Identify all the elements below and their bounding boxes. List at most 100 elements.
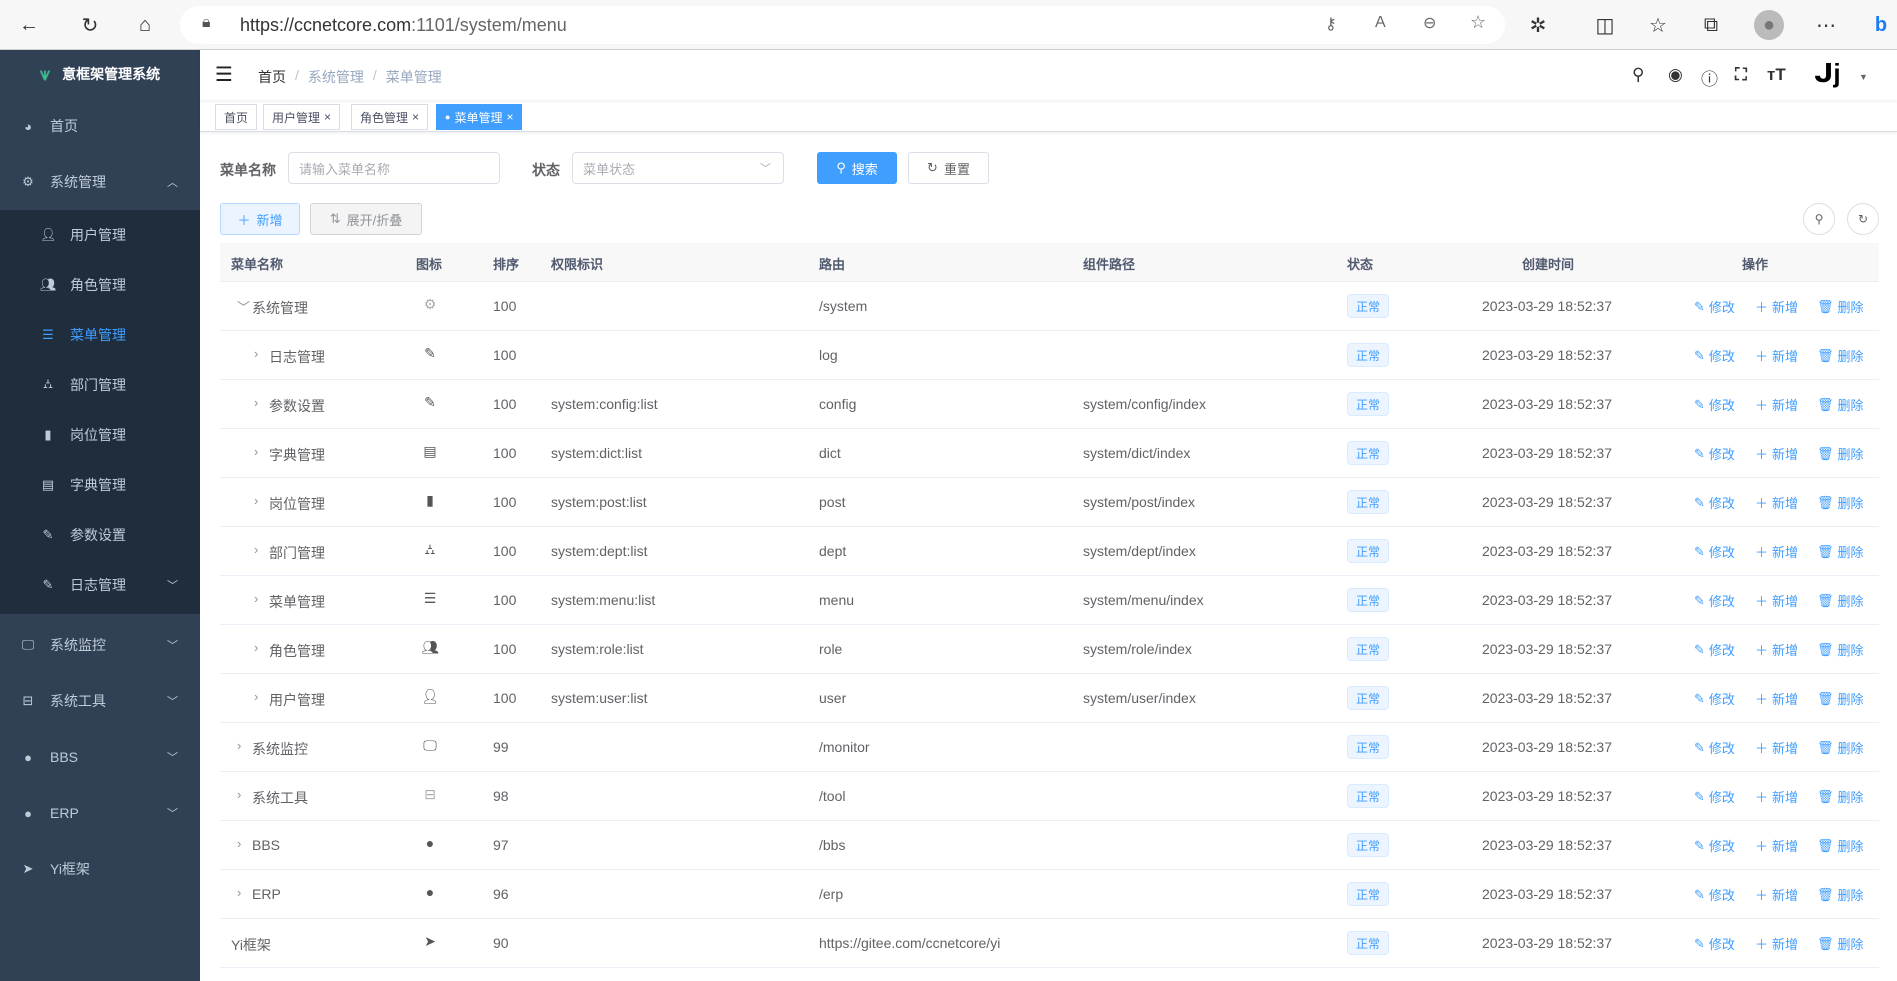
edit-button[interactable]: ✎ 修改 bbox=[1694, 493, 1735, 512]
search-icon[interactable]: ⚲ bbox=[1632, 65, 1645, 84]
sidebar-item-system[interactable]: ⚙ 系统管理 ︿ bbox=[0, 154, 200, 210]
delete-button[interactable]: 🗑︎ 删除 bbox=[1817, 885, 1864, 904]
github-icon[interactable]: ◉ bbox=[1668, 65, 1683, 84]
delete-button[interactable]: 🗑︎ 删除 bbox=[1817, 689, 1864, 708]
status-select[interactable]: 菜单状态 ﹀ bbox=[572, 152, 784, 184]
delete-button[interactable]: 🗑︎ 删除 bbox=[1817, 640, 1864, 659]
add-child-button[interactable]: ＋新增 bbox=[1755, 836, 1798, 855]
close-icon[interactable]: × bbox=[412, 110, 420, 124]
delete-button[interactable]: 🗑︎ 删除 bbox=[1817, 346, 1864, 365]
reload-icon[interactable]: ↻ bbox=[81, 14, 99, 37]
chevron-right-icon[interactable]: › bbox=[237, 738, 242, 753]
add-child-button[interactable]: ＋新增 bbox=[1755, 297, 1798, 316]
delete-button[interactable]: 🗑︎ 删除 bbox=[1817, 787, 1864, 806]
toggle-search-button[interactable]: ⚲ bbox=[1803, 203, 1835, 235]
edit-button[interactable]: ✎ 修改 bbox=[1694, 640, 1735, 659]
add-child-button[interactable]: ＋新增 bbox=[1755, 542, 1798, 561]
more-icon[interactable]: ⋯ bbox=[1816, 14, 1836, 37]
add-child-button[interactable]: ＋新增 bbox=[1755, 493, 1798, 512]
edit-button[interactable]: ✎ 修改 bbox=[1694, 444, 1735, 463]
favorites-icon[interactable]: ☆ bbox=[1649, 14, 1667, 37]
sidebar-item-roles[interactable]: 👥︎ 角色管理 bbox=[0, 260, 200, 310]
close-icon[interactable]: × bbox=[324, 110, 332, 124]
sidebar-item-depts[interactable]: ⛼ 部门管理 bbox=[0, 360, 200, 410]
collections-icon[interactable]: ⧉ bbox=[1703, 13, 1719, 36]
extensions-icon[interactable]: ✲ bbox=[1529, 14, 1547, 37]
profile-avatar[interactable]: ● bbox=[1754, 10, 1784, 40]
user-avatar[interactable]: ᒍj bbox=[1814, 58, 1841, 88]
add-child-button[interactable]: ＋新增 bbox=[1755, 934, 1798, 953]
chevron-right-icon[interactable]: › bbox=[254, 493, 259, 508]
delete-button[interactable]: 🗑︎ 删除 bbox=[1817, 444, 1864, 463]
chevron-right-icon[interactable]: › bbox=[254, 444, 259, 459]
search-button[interactable]: ⚲ 搜索 bbox=[817, 152, 897, 184]
zoom-out-icon[interactable]: ⊖ bbox=[1423, 15, 1437, 32]
sidebar-item-logs[interactable]: ✎ 日志管理 ﹀ bbox=[0, 560, 200, 610]
add-child-button[interactable]: ＋新增 bbox=[1755, 787, 1798, 806]
edit-button[interactable]: ✎ 修改 bbox=[1694, 787, 1735, 806]
tab-roles[interactable]: 角色管理 × bbox=[351, 104, 429, 130]
refresh-button[interactable]: ↻ bbox=[1847, 203, 1879, 235]
edit-button[interactable]: ✎ 修改 bbox=[1694, 297, 1735, 316]
tab-users[interactable]: 用户管理 × bbox=[263, 104, 341, 130]
chevron-right-icon[interactable]: › bbox=[254, 591, 259, 606]
caret-down-icon[interactable]: ▼ bbox=[1859, 72, 1868, 82]
fullscreen-icon[interactable]: ⛶ bbox=[1735, 65, 1747, 84]
chevron-right-icon[interactable]: › bbox=[254, 395, 259, 410]
delete-button[interactable]: 🗑︎ 删除 bbox=[1817, 591, 1864, 610]
add-child-button[interactable]: ＋新增 bbox=[1755, 591, 1798, 610]
delete-button[interactable]: 🗑︎ 删除 bbox=[1817, 542, 1864, 561]
add-child-button[interactable]: ＋新增 bbox=[1755, 346, 1798, 365]
delete-button[interactable]: 🗑︎ 删除 bbox=[1817, 738, 1864, 757]
add-child-button[interactable]: ＋新增 bbox=[1755, 738, 1798, 757]
edit-button[interactable]: ✎ 修改 bbox=[1694, 885, 1735, 904]
logo[interactable]: ⩛ 意框架管理系统 bbox=[0, 50, 200, 98]
close-icon[interactable]: × bbox=[506, 110, 514, 124]
chevron-right-icon[interactable]: › bbox=[254, 640, 259, 655]
edit-button[interactable]: ✎ 修改 bbox=[1694, 934, 1735, 953]
delete-button[interactable]: 🗑︎ 删除 bbox=[1817, 493, 1864, 512]
read-aloud-icon[interactable]: A bbox=[1375, 14, 1386, 31]
reset-button[interactable]: ↻ 重置 bbox=[908, 152, 989, 184]
edit-button[interactable]: ✎ 修改 bbox=[1694, 689, 1735, 708]
bing-icon[interactable]: b bbox=[1874, 13, 1888, 36]
sidebar-item-users[interactable]: 👤︎ 用户管理 bbox=[0, 210, 200, 260]
chevron-right-icon[interactable]: › bbox=[237, 836, 242, 851]
font-size-icon[interactable]: ᴛT bbox=[1767, 65, 1786, 84]
edit-button[interactable]: ✎ 修改 bbox=[1694, 395, 1735, 414]
edit-button[interactable]: ✎ 修改 bbox=[1694, 346, 1735, 365]
add-button[interactable]: ＋ 新增 bbox=[220, 203, 300, 235]
add-child-button[interactable]: ＋新增 bbox=[1755, 395, 1798, 414]
chevron-right-icon[interactable]: › bbox=[237, 787, 242, 802]
chevron-right-icon[interactable]: › bbox=[237, 885, 242, 900]
sidebar-item-bbs[interactable]: ● BBS ﹀ bbox=[0, 729, 200, 785]
edit-button[interactable]: ✎ 修改 bbox=[1694, 836, 1735, 855]
home-icon[interactable]: ⌂ bbox=[138, 13, 152, 36]
sidebar-item-erp[interactable]: ● ERP ﹀ bbox=[0, 785, 200, 841]
back-icon[interactable]: ← bbox=[19, 13, 39, 36]
sidebar-item-posts[interactable]: ▮ 岗位管理 bbox=[0, 410, 200, 460]
edit-button[interactable]: ✎ 修改 bbox=[1694, 591, 1735, 610]
add-child-button[interactable]: ＋新增 bbox=[1755, 640, 1798, 659]
add-child-button[interactable]: ＋新增 bbox=[1755, 444, 1798, 463]
edit-button[interactable]: ✎ 修改 bbox=[1694, 738, 1735, 757]
add-favorite-icon[interactable]: ☆ bbox=[1470, 12, 1487, 32]
sidebar-item-tool[interactable]: ⊟ 系统工具 ﹀ bbox=[0, 673, 200, 729]
expand-collapse-button[interactable]: ⇅ 展开/折叠 bbox=[310, 203, 422, 235]
delete-button[interactable]: 🗑︎ 删除 bbox=[1817, 395, 1864, 414]
sidebar-item-menus[interactable]: ☰ 菜单管理 bbox=[0, 310, 200, 360]
sidebar-item-home[interactable]: ◕ 首页 bbox=[0, 98, 200, 154]
chevron-right-icon[interactable]: › bbox=[254, 542, 259, 557]
sidebar-item-monitor[interactable]: 🖵︎ 系统监控 ﹀ bbox=[0, 617, 200, 673]
menu-name-input[interactable]: 请输入菜单名称 bbox=[288, 152, 500, 184]
key-icon[interactable]: ⚷ bbox=[1325, 16, 1337, 33]
sidebar-item-yi[interactable]: ➤ Yi框架 bbox=[0, 841, 200, 897]
address-bar[interactable]: 🔒︎ https://ccnetcore.com:1101/system/men… bbox=[180, 6, 1505, 44]
sidebar-item-dict[interactable]: ▤ 字典管理 bbox=[0, 460, 200, 510]
chevron-down-icon[interactable]: ﹀ bbox=[237, 300, 251, 315]
delete-button[interactable]: 🗑︎ 删除 bbox=[1817, 836, 1864, 855]
sidebar-item-config[interactable]: ✎ 参数设置 bbox=[0, 510, 200, 560]
tab-menus[interactable]: ● 菜单管理 × bbox=[436, 104, 523, 130]
hamburger-icon[interactable]: ☰ bbox=[215, 64, 233, 86]
add-child-button[interactable]: ＋新增 bbox=[1755, 885, 1798, 904]
